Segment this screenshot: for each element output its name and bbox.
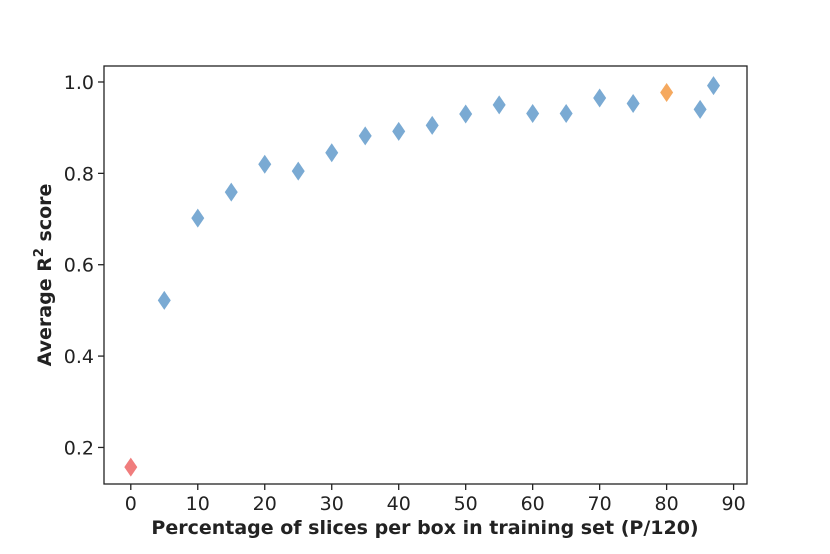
y-tick-label: 0.6 bbox=[64, 255, 94, 277]
data-point-diamond bbox=[258, 154, 272, 174]
y-tick-label: 0.4 bbox=[64, 346, 94, 368]
data-point-diamond bbox=[157, 290, 171, 310]
data-point-diamond bbox=[559, 104, 573, 124]
y-axis-label-main: Average R bbox=[34, 257, 56, 367]
y-axis-label-superscript: 2 bbox=[32, 248, 47, 257]
y-tick-label: 1.0 bbox=[64, 72, 94, 94]
data-point-diamond bbox=[707, 76, 721, 96]
x-tick-label: 20 bbox=[253, 493, 277, 515]
data-point-diamond bbox=[660, 82, 674, 102]
y-axis-label: Average R2 score bbox=[32, 184, 56, 367]
y-axis: 0.2 0.4 0.6 0.8 1.0 bbox=[64, 72, 104, 459]
data-point-diamond bbox=[693, 99, 707, 119]
x-tick-label: 90 bbox=[722, 493, 746, 515]
data-points bbox=[124, 76, 721, 477]
data-point-diamond bbox=[392, 121, 406, 141]
data-point-diamond bbox=[291, 161, 305, 181]
data-point-diamond bbox=[459, 104, 473, 124]
data-point-diamond bbox=[492, 95, 506, 115]
data-point-diamond bbox=[593, 88, 607, 108]
x-tick-label: 10 bbox=[186, 493, 210, 515]
data-point-diamond bbox=[124, 457, 138, 477]
data-point-diamond bbox=[325, 143, 339, 163]
x-tick-label: 0 bbox=[125, 493, 137, 515]
data-point-diamond bbox=[526, 104, 540, 124]
y-axis-label-tail: score bbox=[34, 184, 56, 249]
x-tick-label: 30 bbox=[320, 493, 344, 515]
x-axis-label: Percentage of slices per box in training… bbox=[151, 517, 698, 539]
x-tick-label: 80 bbox=[655, 493, 679, 515]
x-tick-label: 60 bbox=[521, 493, 545, 515]
data-point-diamond bbox=[358, 126, 372, 146]
data-point-diamond bbox=[425, 115, 439, 135]
data-point-diamond bbox=[191, 208, 205, 228]
y-tick-label: 0.8 bbox=[64, 163, 94, 185]
x-axis: 0 10 20 30 40 50 60 70 80 90 bbox=[125, 484, 746, 515]
data-point-diamond bbox=[626, 93, 640, 113]
plot-frame bbox=[103, 65, 748, 485]
x-tick-label: 40 bbox=[387, 493, 411, 515]
y-tick-label: 0.2 bbox=[64, 437, 94, 459]
x-tick-label: 50 bbox=[454, 493, 478, 515]
x-tick-label: 70 bbox=[588, 493, 612, 515]
data-point-diamond bbox=[224, 182, 238, 202]
